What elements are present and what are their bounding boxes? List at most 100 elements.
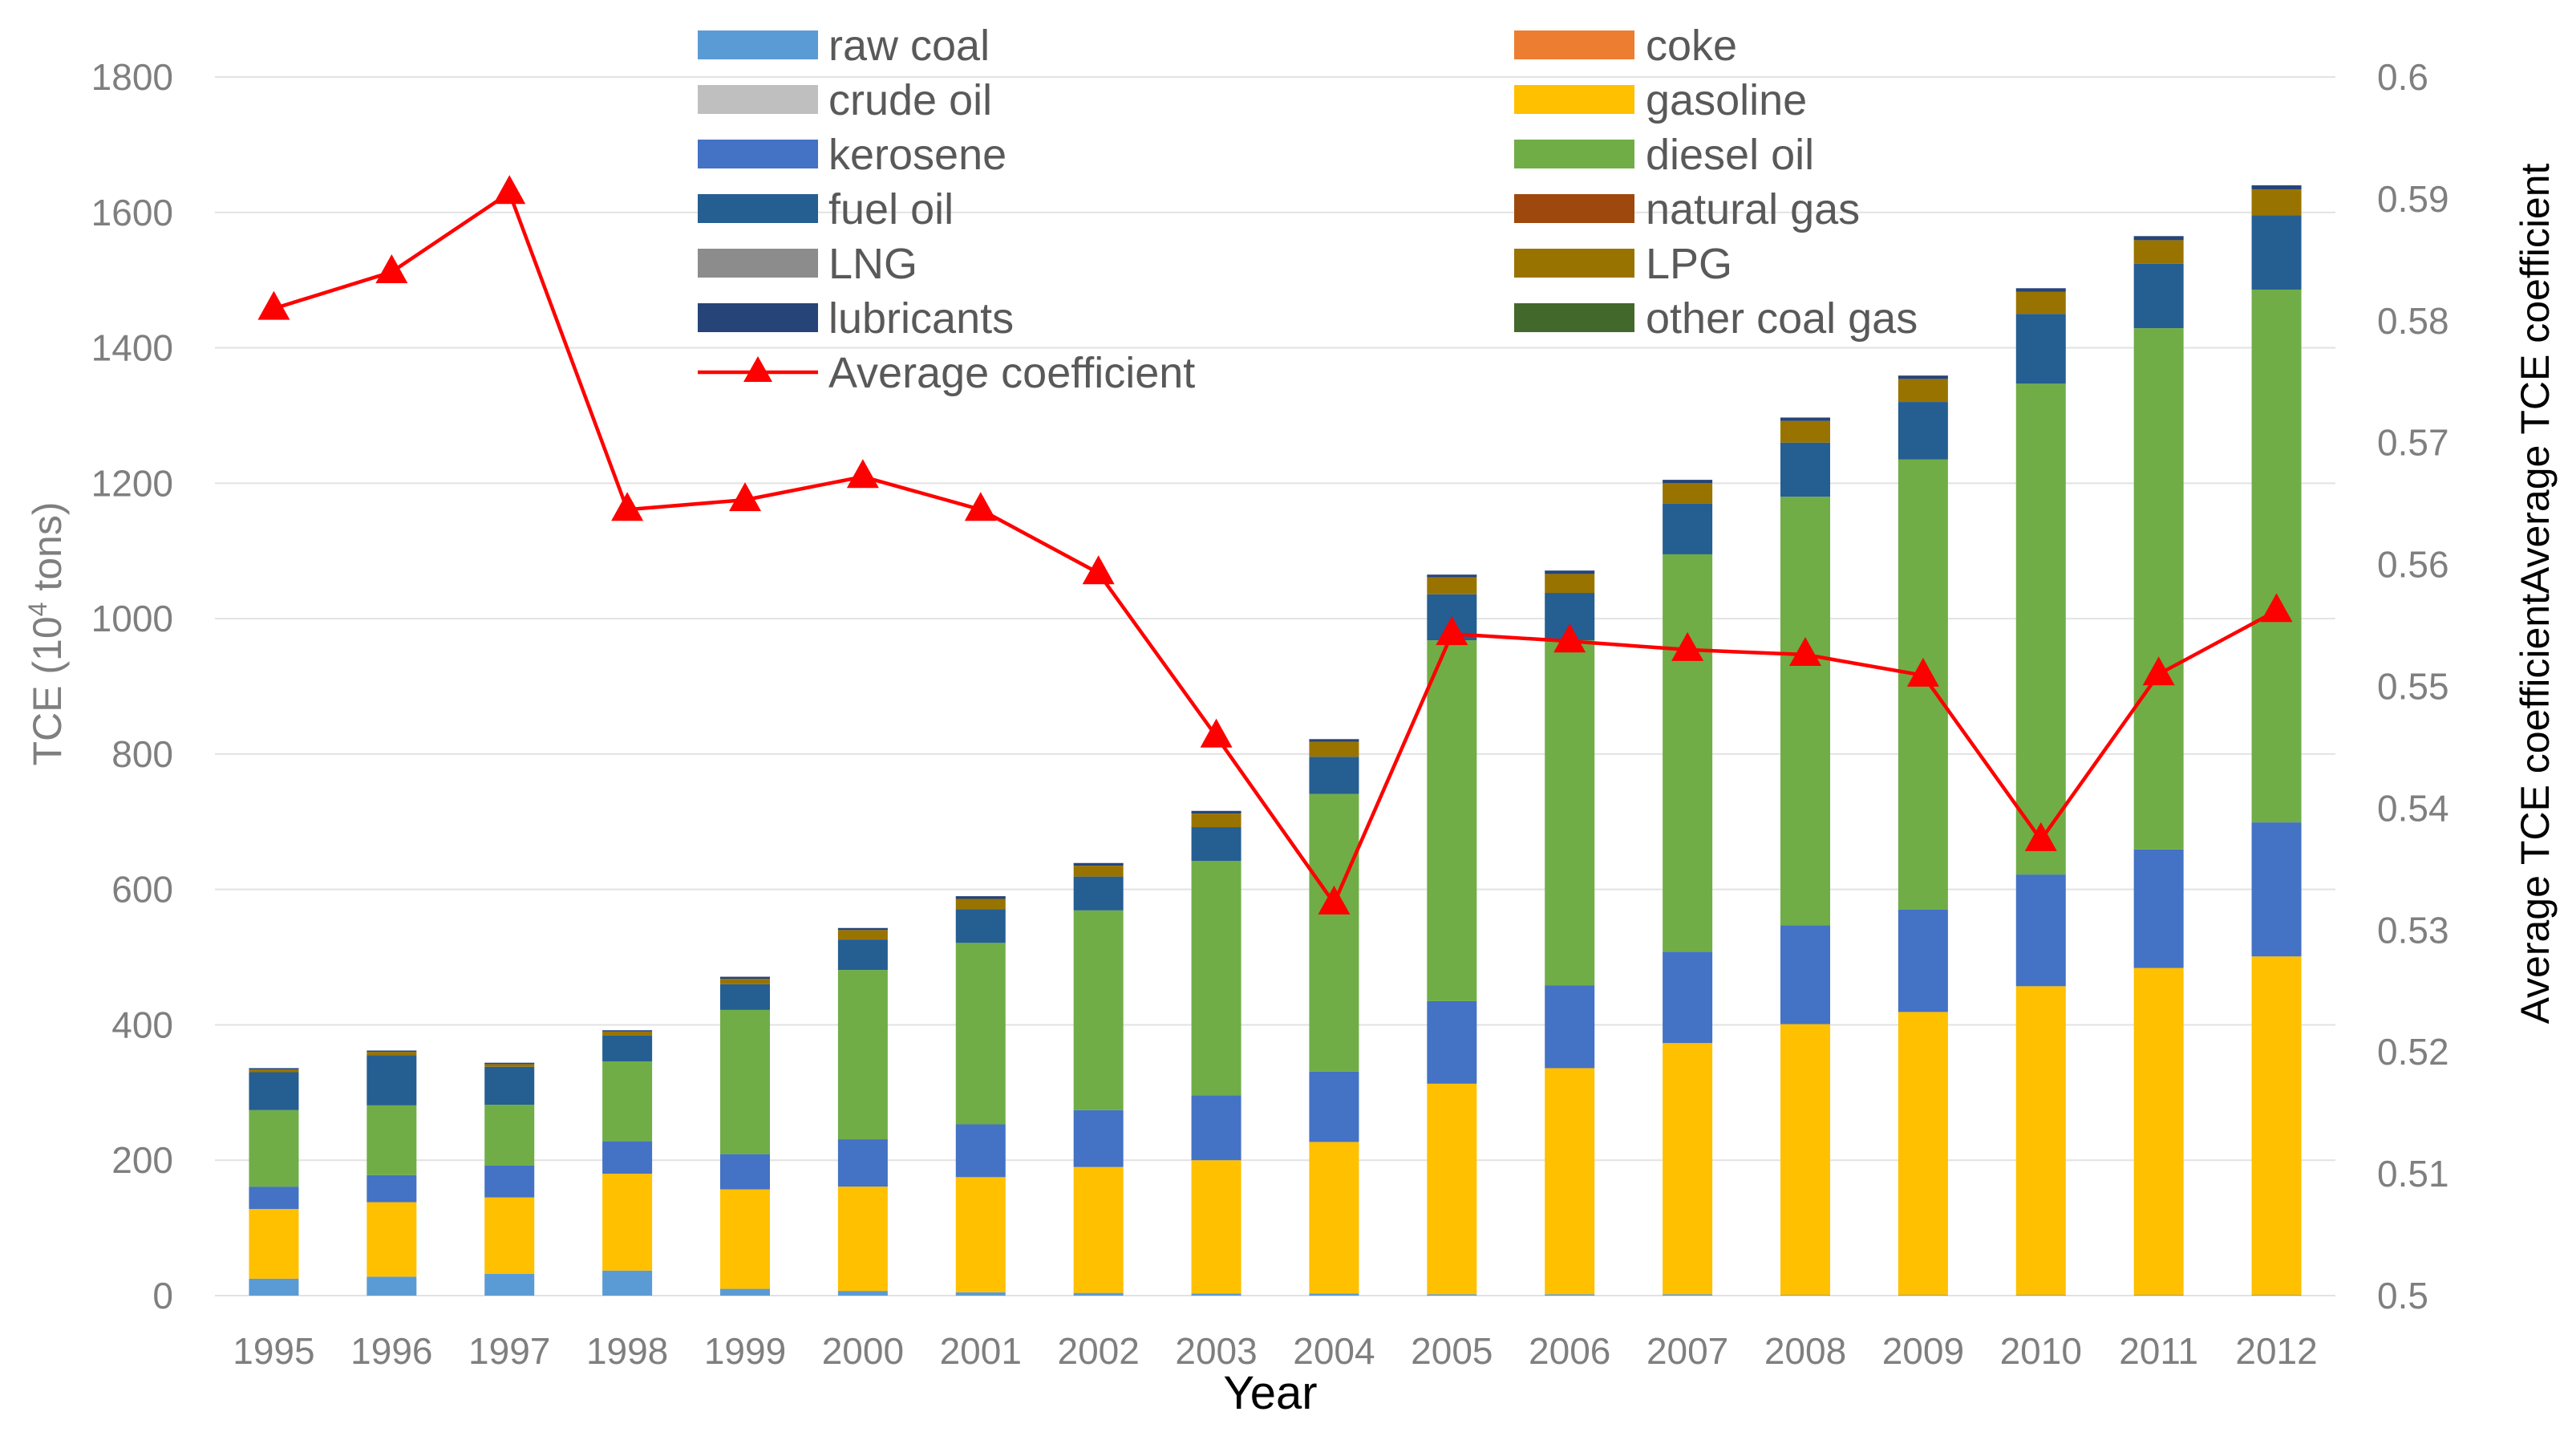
- average-coefficient-marker: [611, 492, 644, 521]
- bar-segment-lpg: [1191, 813, 1241, 828]
- bar-segment-kerosene: [1898, 909, 1948, 1012]
- bar-segment-diesel_oil: [602, 1061, 653, 1142]
- bar-segment-diesel_oil: [1545, 640, 1595, 986]
- bar-segment-raw_coal: [1898, 1295, 1948, 1296]
- bar-segment-lpg: [602, 1031, 653, 1036]
- average-coefficient-marker: [964, 492, 997, 521]
- x-tick-label: 2007: [1646, 1330, 1728, 1372]
- x-axis-title: Year: [1223, 1367, 1317, 1419]
- x-tick-label: 2012: [2235, 1330, 2317, 1372]
- bar-segment-lpg: [955, 899, 1006, 910]
- bar-segment-lpg: [2015, 291, 2066, 314]
- legend-swatch-kerosene: [698, 140, 818, 168]
- bar-segment-kerosene: [1780, 925, 1830, 1024]
- bar-segment-kerosene: [2133, 849, 2184, 968]
- bar-segment-diesel_oil: [249, 1109, 299, 1187]
- bar-segment-lpg: [1898, 379, 1948, 403]
- bar-segment-lpg: [1780, 420, 1830, 443]
- y2-tick-label: 0.54: [2377, 787, 2449, 829]
- x-tick-label: 2000: [822, 1330, 904, 1372]
- y-tick-label: 1000: [91, 598, 173, 639]
- y-tick-label: 400: [111, 1004, 173, 1045]
- legend-label-crude-oil: crude oil: [828, 76, 992, 124]
- bar-segment-diesel_oil: [1073, 910, 1124, 1110]
- bar-segment-gasoline: [1427, 1083, 1477, 1295]
- gridlines: [215, 76, 2335, 1296]
- average-coefficient-line: [273, 189, 2278, 907]
- y2-tick-label: 0.5: [2377, 1275, 2428, 1316]
- legend-label-lubricants: lubricants: [828, 294, 1014, 343]
- x-tick-label: 2001: [940, 1330, 1022, 1372]
- bar-segment-lubricants: [955, 896, 1006, 899]
- bar-segment-gasoline: [1898, 1012, 1948, 1296]
- bar-segment-lubricants: [1309, 739, 1359, 742]
- bar-segment-diesel_oil: [837, 970, 888, 1140]
- bar-segment-lpg: [367, 1052, 417, 1056]
- bar-segment-fuel_oil: [720, 984, 770, 1010]
- bar-segment-gasoline: [367, 1202, 417, 1277]
- right-axis-ticks: 0.5 0.51 0.52 0.53 0.54 0.55 0.56 0.57 0.58 0.59 0…: [2377, 56, 2449, 1316]
- bar-segment-lpg: [720, 979, 770, 984]
- bars: [249, 185, 2302, 1296]
- y2-tick-label: 0.55: [2377, 666, 2449, 708]
- bar-segment-raw_coal: [2251, 1295, 2302, 1296]
- x-tick-label: 1996: [350, 1330, 432, 1372]
- legend-swatch-lubricants: [698, 303, 818, 332]
- x-tick-label: 1997: [468, 1330, 550, 1372]
- bar-segment-gasoline: [2133, 968, 2184, 1296]
- bar-segment-lubricants: [2251, 185, 2302, 190]
- bar-segment-diesel_oil: [1663, 554, 1713, 952]
- average-coefficient-marker: [375, 254, 408, 284]
- y2-tick-label: 0.58: [2377, 300, 2449, 342]
- legend-label-gasoline: gasoline: [1646, 76, 1807, 124]
- bar-segment-lubricants: [720, 976, 770, 980]
- bar-segment-lubricants: [2133, 236, 2184, 241]
- bar-segment-fuel_oil: [1073, 876, 1124, 911]
- bar-segment-kerosene: [1663, 951, 1713, 1044]
- bar-segment-lubricants: [484, 1062, 535, 1065]
- bar-segment-lpg: [1427, 577, 1477, 594]
- bar-segment-gasoline: [1073, 1166, 1124, 1293]
- y-axis-title-superscript: 4: [23, 602, 52, 617]
- bar-segment-lpg: [1309, 741, 1359, 757]
- legend-swatch-raw-coal: [698, 30, 818, 59]
- bar-segment-diesel_oil: [2015, 383, 2066, 875]
- bar-segment-kerosene: [837, 1139, 888, 1187]
- bar-segment-diesel_oil: [1780, 497, 1830, 926]
- x-tick-label: 2003: [1175, 1330, 1257, 1372]
- bar-segment-lubricants: [1191, 810, 1241, 814]
- bar-segment-kerosene: [249, 1187, 299, 1209]
- legend-label-raw-coal: raw coal: [828, 22, 990, 70]
- bar-segment-raw_coal: [1309, 1293, 1359, 1296]
- y-tick-label: 600: [111, 869, 173, 911]
- legend-label-lpg: LPG: [1646, 240, 1732, 288]
- bar-segment-diesel_oil: [1191, 861, 1241, 1096]
- average-coefficient-marker: [1553, 623, 1586, 653]
- average-coefficient-marker: [846, 459, 879, 489]
- bar-segment-raw_coal: [1191, 1293, 1241, 1296]
- legend-label-average-coefficient: Average coefficient: [828, 349, 1195, 397]
- bar-segment-lubricants: [837, 927, 888, 931]
- bar-segment-kerosene: [602, 1141, 653, 1174]
- legend-swatch-diesel-oil: [1514, 140, 1634, 168]
- bar-segment-kerosene: [2251, 822, 2302, 957]
- legend-label-kerosene: kerosene: [828, 131, 1007, 179]
- bar-segment-gasoline: [1545, 1068, 1595, 1295]
- average-coefficient-marker: [1200, 718, 1233, 748]
- bar-segment-diesel_oil: [1427, 640, 1477, 1001]
- bar-segment-lpg: [2133, 240, 2184, 264]
- bar-segment-lubricants: [1427, 574, 1477, 578]
- y-tick-label: 200: [111, 1139, 173, 1181]
- bar-segment-fuel_oil: [484, 1066, 535, 1105]
- bar-segment-fuel_oil: [1309, 757, 1359, 794]
- bar-segment-lpg: [1663, 483, 1713, 504]
- bar-segment-kerosene: [955, 1124, 1006, 1178]
- legend-swatch-natural-gas: [1514, 194, 1634, 223]
- bar-segment-fuel_oil: [1780, 442, 1830, 497]
- average-coefficient-marker: [1082, 555, 1115, 585]
- bar-segment-fuel_oil: [1191, 827, 1241, 862]
- bar-segment-lubricants: [1663, 480, 1713, 484]
- bar-segment-lpg: [837, 930, 888, 940]
- average-coefficient-marker: [2024, 821, 2057, 851]
- average-coefficient-marker: [2260, 593, 2293, 623]
